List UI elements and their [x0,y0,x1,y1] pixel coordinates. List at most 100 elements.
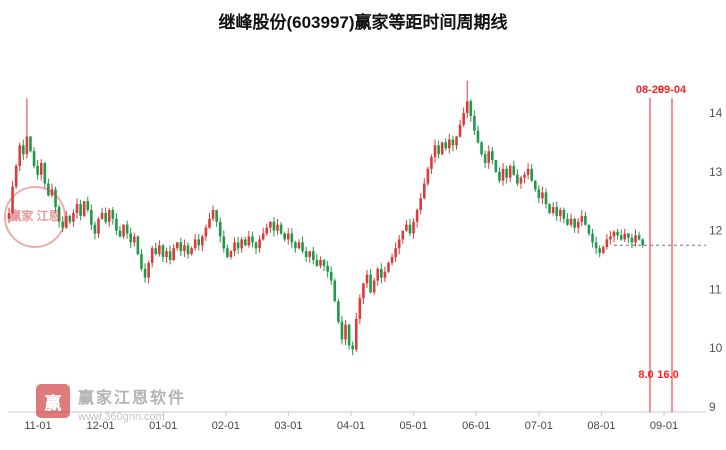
candle-body [272,221,276,231]
x-axis-label: 09-01 [650,420,678,432]
candle-body [623,233,627,240]
candle-body [505,168,508,178]
x-axis-label: 11-01 [24,420,51,432]
candle-body [580,215,584,222]
candle-body [462,113,465,125]
y-axis-label: 13 [709,165,723,179]
candle-body [75,204,79,213]
candle-body [605,239,609,248]
candle-body [154,248,158,255]
candle-body [562,210,566,219]
candle-body [422,183,426,199]
candle-body [476,130,480,143]
candle-body [201,236,204,246]
candle-body [18,145,22,166]
cycle-date-label: 08-29 [636,84,664,96]
candle-body [569,218,573,225]
candle-body [627,233,630,238]
candle-body [544,192,548,205]
candle-body [279,224,283,234]
candle-body [236,242,240,249]
candle-body [340,321,344,340]
x-axis-label: 05-01 [400,420,428,432]
candle-body [641,239,644,246]
candle-body [440,142,444,155]
candle-body [616,231,619,236]
candle-body [165,251,168,258]
candle-body [444,142,448,149]
candle-body [401,230,405,240]
candle-body [290,233,294,243]
candle-body [380,268,383,278]
candle-body [233,242,236,252]
candle-body [222,236,226,249]
candle-body [204,227,208,237]
candle-body [315,260,319,266]
candle-body [254,242,258,249]
candle-body [7,212,11,219]
candle-body [226,248,229,258]
candle-body [183,245,186,252]
candle-body [93,224,97,234]
candle-body [397,239,401,249]
candle-body [22,145,25,155]
candle-body [394,248,397,258]
candle-body [533,180,537,190]
candle-body [501,168,505,181]
candle-body [430,157,433,169]
candle-body [548,204,551,213]
candle-body [508,165,512,178]
candle-body [469,101,473,116]
candle-body [301,242,304,252]
y-axis-label: 9 [709,400,716,414]
candle-body [358,298,362,319]
candle-body [39,162,43,175]
candle-body [61,221,64,228]
candle-body [326,265,329,272]
candle-body [86,201,90,211]
candle-body [555,207,559,216]
candle-body [587,224,591,234]
candle-body [140,254,143,269]
candle-body [304,251,308,258]
candle-body [512,165,516,175]
candle-body [133,236,136,243]
candle-body [172,248,175,260]
candle-body [258,239,261,249]
candle-body [519,177,523,184]
candle-body [100,212,104,219]
candle-body [551,207,555,213]
x-axis-label: 02-01 [212,420,240,432]
candle-body [494,160,498,172]
candle-body [322,260,326,266]
candle-body [229,251,233,258]
candle-body [516,174,519,184]
candle-body [247,236,251,246]
candle-body [118,230,122,237]
candle-body [523,174,526,178]
candle-body [465,101,469,113]
candle-body [115,218,118,231]
brand-logo-icon: 赢 [36,384,70,418]
candle-body [97,218,100,234]
candle-body [294,242,297,249]
candle-body [530,168,533,181]
brand-logo-char: 赢 [44,393,62,413]
candle-body [29,136,32,152]
candle-body [68,215,72,222]
x-axis-label: 04-01 [337,420,365,432]
candle-body [634,235,637,243]
candle-body [369,274,372,293]
candle-body [526,168,530,175]
candle-body [143,268,147,278]
candle-body [437,145,440,155]
candle-body [215,210,218,222]
candle-body [107,210,111,222]
candle-body [104,212,107,222]
candle-body [111,210,115,219]
candle-body [158,245,161,255]
candle-body [337,301,340,322]
x-axis-label: 08-01 [587,420,615,432]
candle-body [11,186,14,213]
